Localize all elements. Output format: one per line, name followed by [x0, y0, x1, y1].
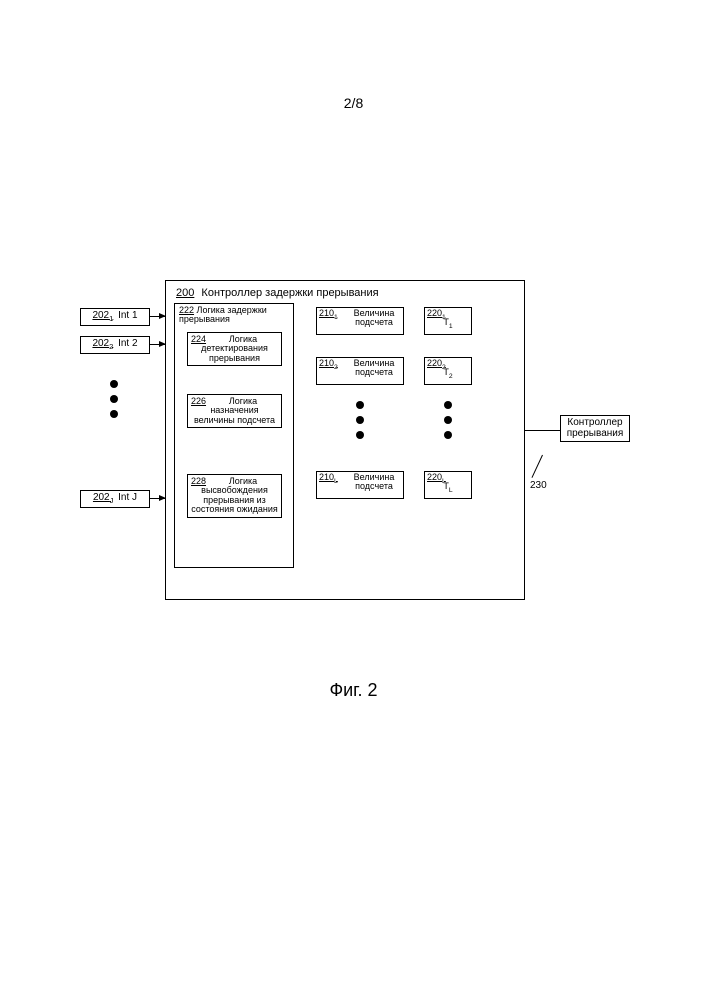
count-box-l: 210L Величина подсчета [316, 471, 404, 499]
interrupt-controller-box: Контроллер прерывания [560, 415, 630, 442]
detect-logic-box: 224 Логика детектирования прерывания [187, 332, 282, 366]
count-box-2: 2102 Величина подсчета [316, 357, 404, 385]
input-int-2: 2022 Int 2 [80, 336, 150, 354]
figure-caption: Фиг. 2 [0, 680, 707, 701]
timer-box-1: 2201 T1 [424, 307, 472, 335]
delay-controller-title: 200 Контроллер задержки прерывания [176, 287, 379, 299]
assign-logic-box: 226 Логика назначения величины подсчета [187, 394, 282, 428]
arrow-intj [150, 498, 165, 499]
delay-logic-title: 222 Логика задержки прерывания [179, 306, 293, 325]
ellipsis-dots-inputs [110, 380, 118, 418]
ellipsis-dots-timers [444, 401, 452, 439]
arrow-int1 [150, 316, 165, 317]
release-logic-box: 228 Логика высвобождения прерывания из с… [187, 474, 282, 518]
arrow-int2 [150, 344, 165, 345]
delay-controller-box: 200 Контроллер задержки прерывания 222 Л… [165, 280, 525, 600]
diagram-figure-2: 2021 Int 1 2022 Int 2 202J Int J 200 Кон… [80, 280, 630, 650]
leader-230 [531, 455, 542, 478]
input-int-j: 202J Int J [80, 490, 150, 508]
delay-logic-box: 222 Логика задержки прерывания 224 Логик… [174, 303, 294, 568]
page-number: 2/8 [0, 95, 707, 111]
count-box-1: 2101 Величина подсчета [316, 307, 404, 335]
ellipsis-dots-counts [356, 401, 364, 439]
timer-box-2: 2202 T2 [424, 357, 472, 385]
input-int-1: 2021 Int 1 [80, 308, 150, 326]
connector-to-ic [525, 430, 560, 431]
timer-box-l: 220L TL [424, 471, 472, 499]
output-ref: 230 [530, 480, 547, 491]
